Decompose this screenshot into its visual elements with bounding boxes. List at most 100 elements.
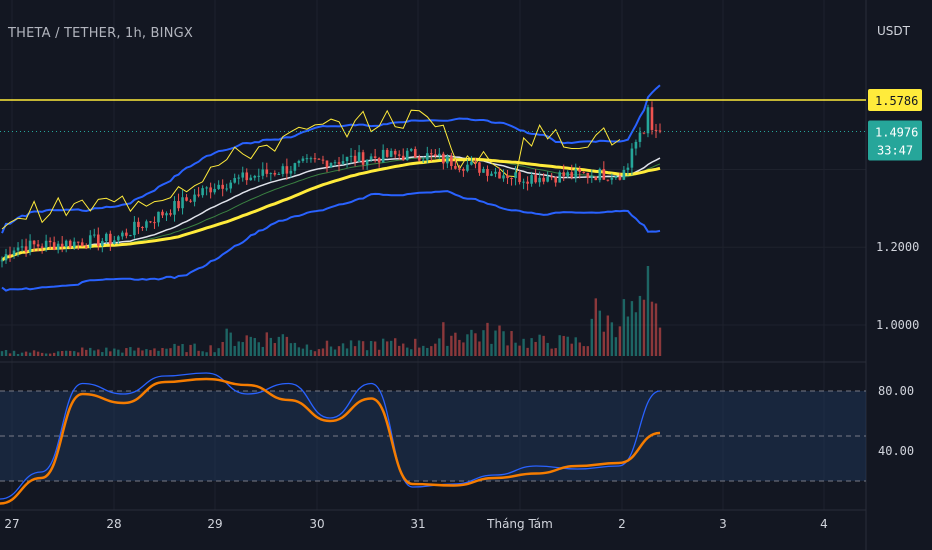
volume-bar-90 [361, 341, 365, 356]
candle-51 [205, 186, 208, 196]
candle-142 [570, 164, 574, 180]
candle-109 [438, 147, 441, 160]
candle-150 [602, 161, 606, 180]
candle-body-79 [317, 158, 321, 160]
volume-bar-25 [101, 352, 104, 356]
candle-66 [265, 162, 269, 178]
candle-body-8 [32, 240, 36, 245]
volume-bar-97 [389, 340, 393, 356]
candle-71 [285, 158, 289, 180]
candle-17 [68, 239, 72, 249]
candle-body-97 [389, 150, 393, 157]
candle-128 [514, 166, 517, 186]
volume-bar-144 [578, 342, 581, 356]
candle-body-122 [490, 173, 493, 176]
chart-title: THETA / TETHER, 1h, BINGX [8, 26, 194, 41]
stoch-k-line [0, 372, 661, 500]
candle-137 [550, 172, 553, 181]
candle-1 [4, 248, 8, 264]
candle-131 [526, 176, 529, 191]
candle-2 [8, 246, 12, 262]
candle-body-132 [530, 175, 533, 184]
candle-body-111 [446, 156, 449, 164]
volume-bar-7 [28, 352, 32, 356]
candle-body-25 [101, 241, 104, 246]
candle-102 [409, 147, 413, 152]
volume-bar-86 [345, 348, 349, 356]
candle-110 [442, 151, 445, 170]
volume-bar-83 [333, 349, 337, 356]
candle-123 [494, 167, 497, 178]
candle-body-42 [169, 213, 172, 215]
candle-64 [257, 168, 261, 182]
candle-body-56 [225, 188, 228, 190]
candle-body-22 [88, 235, 92, 248]
candle-22 [88, 230, 92, 250]
volume-bar-36 [145, 349, 148, 356]
candle-body-0 [0, 260, 4, 262]
candle-38 [153, 216, 156, 229]
candle-18 [72, 237, 76, 250]
candle-body-83 [333, 162, 337, 164]
volume-bar-111 [446, 345, 449, 356]
volume-bar-130 [522, 338, 525, 356]
volume-bar-120 [482, 330, 485, 356]
candle-27 [109, 230, 112, 251]
volume-bar-105 [422, 345, 425, 356]
time-tick-0: 27 [4, 517, 19, 531]
candle-body-78 [313, 158, 317, 160]
volume-bar-53 [213, 352, 216, 356]
candle-107 [430, 149, 433, 162]
volume-bar-157 [630, 301, 634, 356]
volume-bar-160 [642, 299, 646, 356]
candle-body-10 [40, 246, 44, 248]
candle-body-15 [60, 243, 64, 248]
candle-body-136 [546, 176, 549, 182]
volume-bar-72 [289, 343, 293, 356]
candle-94 [377, 156, 381, 168]
candle-5 [20, 239, 24, 252]
volume-bar-82 [329, 346, 333, 356]
volume-bar-107 [430, 346, 433, 356]
volume-bar-99 [398, 345, 401, 356]
candle-77 [309, 156, 313, 163]
volume-bar-37 [149, 350, 152, 356]
candle-body-103 [413, 149, 417, 158]
volume-bar-74 [297, 347, 301, 356]
candle-body-50 [201, 188, 204, 196]
volume-bar-80 [321, 348, 325, 356]
candle-body-3 [12, 250, 16, 256]
candle-84 [337, 157, 341, 172]
candle-body-100 [401, 155, 405, 161]
volume-bar-1 [4, 350, 8, 356]
candle-50 [201, 185, 204, 198]
time-tick-2: 29 [207, 517, 222, 531]
candle-body-16 [64, 240, 68, 248]
indicator-thin-yellow [1, 109, 621, 230]
volume-bar-122 [490, 343, 493, 356]
candle-body-65 [261, 169, 265, 176]
candle-4 [16, 242, 20, 257]
volume-bar-39 [157, 350, 160, 356]
candle-body-80 [321, 159, 325, 161]
volume-bar-35 [141, 350, 144, 356]
volume-bar-113 [454, 332, 457, 356]
volume-bar-103 [414, 338, 417, 356]
candle-body-143 [574, 169, 578, 178]
candle-body-144 [578, 169, 582, 172]
candle-body-13 [52, 242, 56, 250]
candle-33 [133, 216, 136, 239]
volume-bar-55 [221, 341, 224, 356]
volume-bar-75 [301, 348, 305, 356]
candle-body-115 [462, 169, 465, 171]
volume-bar-51 [205, 352, 208, 356]
candle-body-107 [430, 153, 433, 155]
candle-70 [281, 163, 285, 177]
candle-body-89 [357, 152, 361, 162]
candle-113 [454, 159, 457, 170]
candle-116 [466, 159, 469, 173]
candle-105 [421, 156, 425, 164]
volume-bar-14 [56, 351, 60, 356]
candle-133 [534, 168, 537, 184]
